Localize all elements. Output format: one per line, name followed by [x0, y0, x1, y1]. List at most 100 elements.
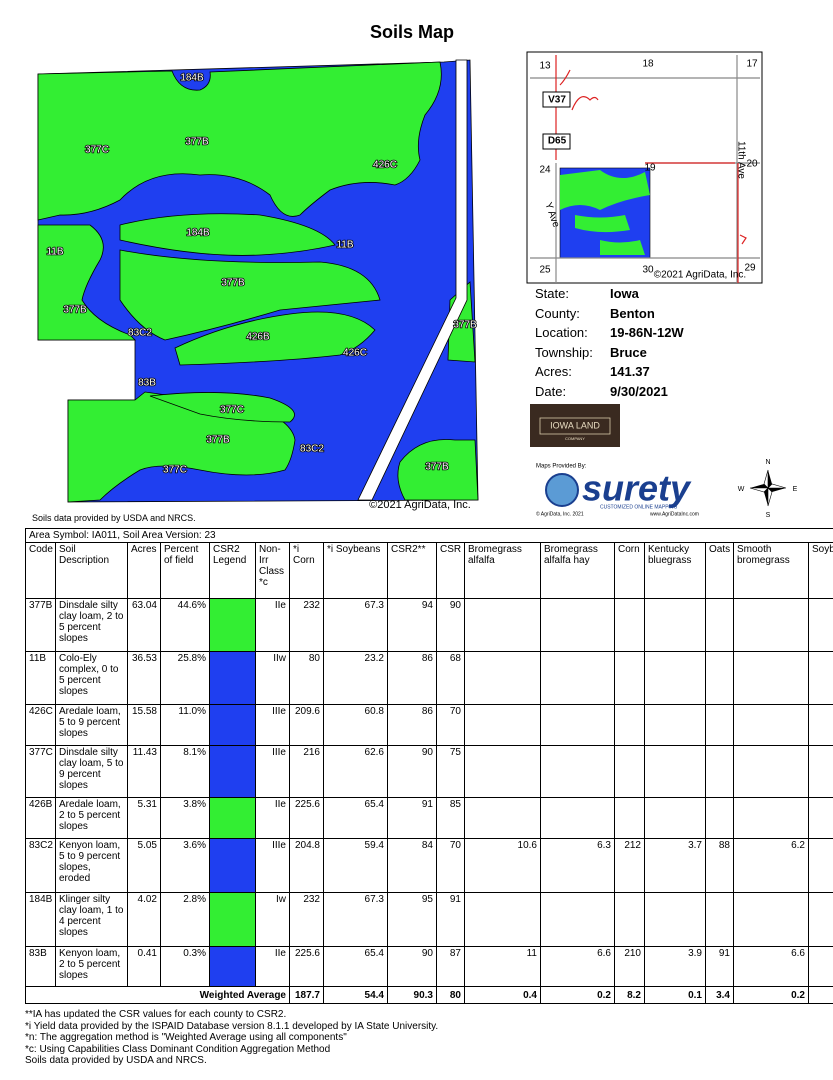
info-key: State:: [535, 286, 569, 301]
soil-label: 377C: [163, 465, 187, 476]
info-value: 141.37: [610, 364, 650, 379]
column-header: Bromegrass alfalfa hay: [540, 542, 615, 599]
cell: 225.6: [289, 797, 324, 839]
cell: 0.3%: [160, 946, 210, 987]
cell: [464, 704, 541, 746]
cell: 59.4: [323, 838, 388, 893]
column-header: CSR2 Legend: [209, 542, 256, 599]
cell: [807, 946, 833, 987]
soil-label: 184B: [186, 228, 210, 239]
column-header: Soil Description: [55, 542, 128, 599]
cell: [733, 651, 809, 705]
inset-label: V37: [548, 95, 566, 106]
info-value: Bruce: [610, 344, 647, 360]
map-area: Soils Map ©2021 AgriData, Inc. 13 18 17V: [37, 22, 798, 519]
cell: 75: [436, 745, 465, 798]
cell: 80: [289, 651, 324, 705]
source-note: Soils data provided by USDA and NRCS.: [32, 513, 196, 523]
column-header: Code: [25, 542, 56, 599]
cell: 11.0%: [160, 704, 210, 746]
cell: [540, 892, 615, 947]
cell: [644, 892, 706, 947]
weighted-value: 90.3: [387, 986, 437, 1004]
iowa-land-logo: IOWA LAND COMPANY: [530, 404, 620, 447]
info-key: Township:: [535, 344, 593, 360]
info-key: Acres:: [535, 364, 572, 379]
cell: [807, 892, 833, 947]
cell: 60.8: [323, 704, 388, 746]
cell: 6.6: [733, 946, 809, 987]
column-header: Kentucky bluegrass: [644, 542, 706, 599]
cell: [644, 745, 706, 798]
header-row: Code Soil Description Acres Percent of fiel…: [25, 542, 833, 599]
title: Soils Map: [370, 22, 454, 42]
cell: 232: [289, 892, 324, 947]
cell: 6.6: [540, 946, 615, 987]
footnote: Soils data provided by USDA and NRCS.: [25, 1055, 207, 1066]
cell: [464, 797, 541, 839]
cell: [614, 745, 645, 798]
cell: IIIe: [255, 745, 290, 798]
weighted-label: Weighted Average: [25, 986, 290, 1004]
info-key: Date:: [535, 383, 567, 399]
inset-copyright: ©2021 AgriData, Inc.: [654, 270, 746, 281]
cell: [540, 797, 615, 839]
column-header: CSR: [436, 542, 465, 599]
inset-label: 30: [642, 265, 654, 276]
surety-copy: © AgriData, Inc. 2021: [536, 510, 584, 517]
cell: [733, 745, 809, 798]
compass-w: W: [738, 486, 745, 493]
inset-label: 18: [642, 59, 654, 70]
cell: [705, 745, 734, 798]
soil-row: 426B Aredale loam, 2 to 5 percent slopes 5…: [25, 797, 833, 839]
weighted-value: [807, 986, 833, 1004]
cell: 10.6: [464, 838, 541, 893]
soil-row: 83C2 Kenyon loam, 5 to 9 percent slopes, …: [25, 838, 833, 893]
inset-label: 20: [746, 159, 758, 170]
cell: [540, 704, 615, 746]
footnote: *n: The aggregation method is "Weighted …: [25, 1032, 347, 1043]
soil-label: 11B: [46, 247, 63, 258]
soil-label: 377C: [85, 145, 109, 156]
cell: 210: [614, 946, 645, 987]
cell: 94: [387, 598, 437, 652]
soil-row: 377C Dinsdale silty clay loam, 5 to 9 per…: [25, 745, 833, 798]
cell: 70: [436, 838, 465, 893]
soil-label: 377B: [63, 305, 87, 316]
cell: 68: [436, 651, 465, 705]
cell: 8.1%: [160, 745, 210, 798]
csr2-legend: [209, 892, 256, 947]
soil-label: 426C: [373, 160, 397, 171]
cell: 6.2: [733, 838, 809, 893]
cell: [644, 704, 706, 746]
csr2-legend: [209, 704, 256, 746]
cell: 70: [436, 704, 465, 746]
cell: 65.4: [323, 946, 388, 987]
soil-row: 11B Colo-Ely complex, 0 to 5 percent slop…: [25, 651, 833, 705]
info-value: Benton: [610, 305, 655, 321]
soil-label: 11B: [336, 240, 353, 251]
cell: 426C: [25, 704, 56, 746]
weighted-value: 0.4: [464, 986, 541, 1004]
cell: [807, 704, 833, 746]
cell: 86: [387, 651, 437, 705]
cell: [614, 598, 645, 652]
soil-row: 83B Kenyon loam, 2 to 5 percent slopes 0.4…: [25, 946, 833, 987]
soil-label: 426B: [246, 332, 270, 343]
info-key: County:: [535, 305, 580, 321]
cell: 84: [387, 838, 437, 893]
surety-logo: Maps Provided By: surety CUSTOMIZED ONLI…: [536, 464, 699, 518]
soil-label: 83C2: [300, 444, 324, 455]
soil-label: 184B: [180, 73, 204, 84]
cell: [807, 745, 833, 798]
logo-subtext: COMPANY: [565, 436, 585, 441]
footnotes: **IA has updated the CSR values for each…: [25, 1009, 438, 1067]
cell: IIw: [255, 651, 290, 705]
cell: Iw: [255, 892, 290, 947]
footnote: **IA has updated the CSR values for each…: [25, 1009, 287, 1020]
cell: [807, 838, 833, 893]
cell: 15.58: [127, 704, 161, 746]
cell: [807, 651, 833, 705]
soil-row: 184B Klinger silty clay loam, 1 to 4 perc…: [25, 892, 833, 947]
compass: N S E W: [738, 459, 798, 519]
